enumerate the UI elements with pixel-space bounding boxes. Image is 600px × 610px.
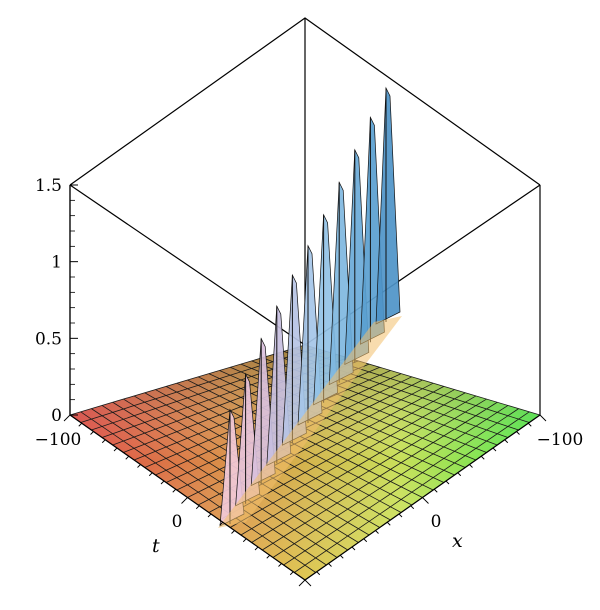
floor-grid-line	[294, 411, 530, 573]
t-axis: t −100 0	[35, 414, 306, 587]
floor-grid-line	[283, 408, 519, 566]
x-tick-mark	[480, 455, 485, 460]
t-tick-mark	[181, 497, 188, 504]
z-tick-label: 1.5	[35, 176, 62, 196]
t-tick-mark	[289, 571, 294, 576]
x-tick-mark	[445, 480, 450, 485]
x-tick-mark	[386, 521, 391, 526]
x-tick-mark	[328, 563, 332, 567]
ridge-base	[218, 316, 402, 528]
z-axis: 0 0.5 1 1.5	[35, 176, 78, 426]
t-tick-mark	[207, 513, 212, 518]
t-tick-mark	[90, 431, 94, 435]
z-tick-label: 1	[51, 253, 62, 273]
x-axis: x −100 0	[304, 414, 584, 587]
x-tick-mark	[339, 554, 344, 559]
t-tick-mark	[219, 521, 224, 526]
x-tick-mark	[504, 439, 509, 444]
x-tick-mark	[457, 472, 462, 477]
z-tick-label: 0.5	[35, 329, 62, 349]
t-tick-mark	[195, 505, 200, 510]
floor-grid-line	[272, 405, 509, 558]
x-tick-mark	[316, 571, 321, 576]
floor-grid-line	[251, 398, 487, 543]
floor-grid-line	[262, 401, 498, 551]
x-tick-mark	[469, 464, 473, 468]
x-tick-mark	[492, 447, 497, 452]
t-tick-mark	[231, 530, 235, 534]
x-tick-label: 0	[431, 512, 442, 532]
t-tick-mark	[298, 579, 306, 587]
floor-grid-line	[240, 395, 477, 536]
floor-shade	[70, 345, 540, 580]
floor-grid-line	[230, 366, 466, 468]
x-tick-mark	[433, 488, 438, 493]
floor-grid-line	[230, 392, 466, 528]
t-tick-mark	[125, 455, 130, 460]
t-tick-mark	[78, 422, 83, 427]
t-tick-label: −100	[35, 430, 82, 450]
surface-peak	[375, 86, 401, 325]
t-tick-label: 0	[172, 512, 183, 532]
t-tick-mark	[278, 563, 282, 567]
x-tick-mark	[304, 579, 312, 587]
x-tick-label: −100	[537, 430, 584, 450]
surface-floor	[69, 344, 541, 581]
t-tick-mark	[137, 464, 141, 468]
z-tick-label: 0	[51, 406, 62, 426]
floor-grid-line	[198, 376, 434, 491]
t-axis-label: t	[152, 535, 160, 557]
surface-peaks	[218, 86, 402, 528]
t-tick-mark	[148, 472, 153, 477]
t-tick-mark	[160, 480, 165, 485]
t-tick-mark	[63, 414, 71, 422]
x-tick-mark	[539, 414, 547, 422]
x-tick-mark	[351, 546, 356, 551]
t-tick-mark	[266, 554, 271, 559]
x-tick-mark	[398, 513, 403, 518]
x-tick-mark	[363, 538, 368, 543]
x-tick-mark	[527, 422, 532, 427]
x-tick-mark	[516, 431, 520, 435]
x-axis-label: x	[452, 530, 463, 552]
x-tick-mark	[422, 497, 429, 504]
x-tick-mark	[375, 530, 379, 534]
t-tick-mark	[172, 488, 177, 493]
t-tick-mark	[113, 447, 118, 452]
t-tick-mark	[254, 546, 259, 551]
t-tick-mark	[101, 439, 106, 444]
t-tick-mark	[242, 538, 247, 543]
x-tick-mark	[410, 505, 415, 510]
